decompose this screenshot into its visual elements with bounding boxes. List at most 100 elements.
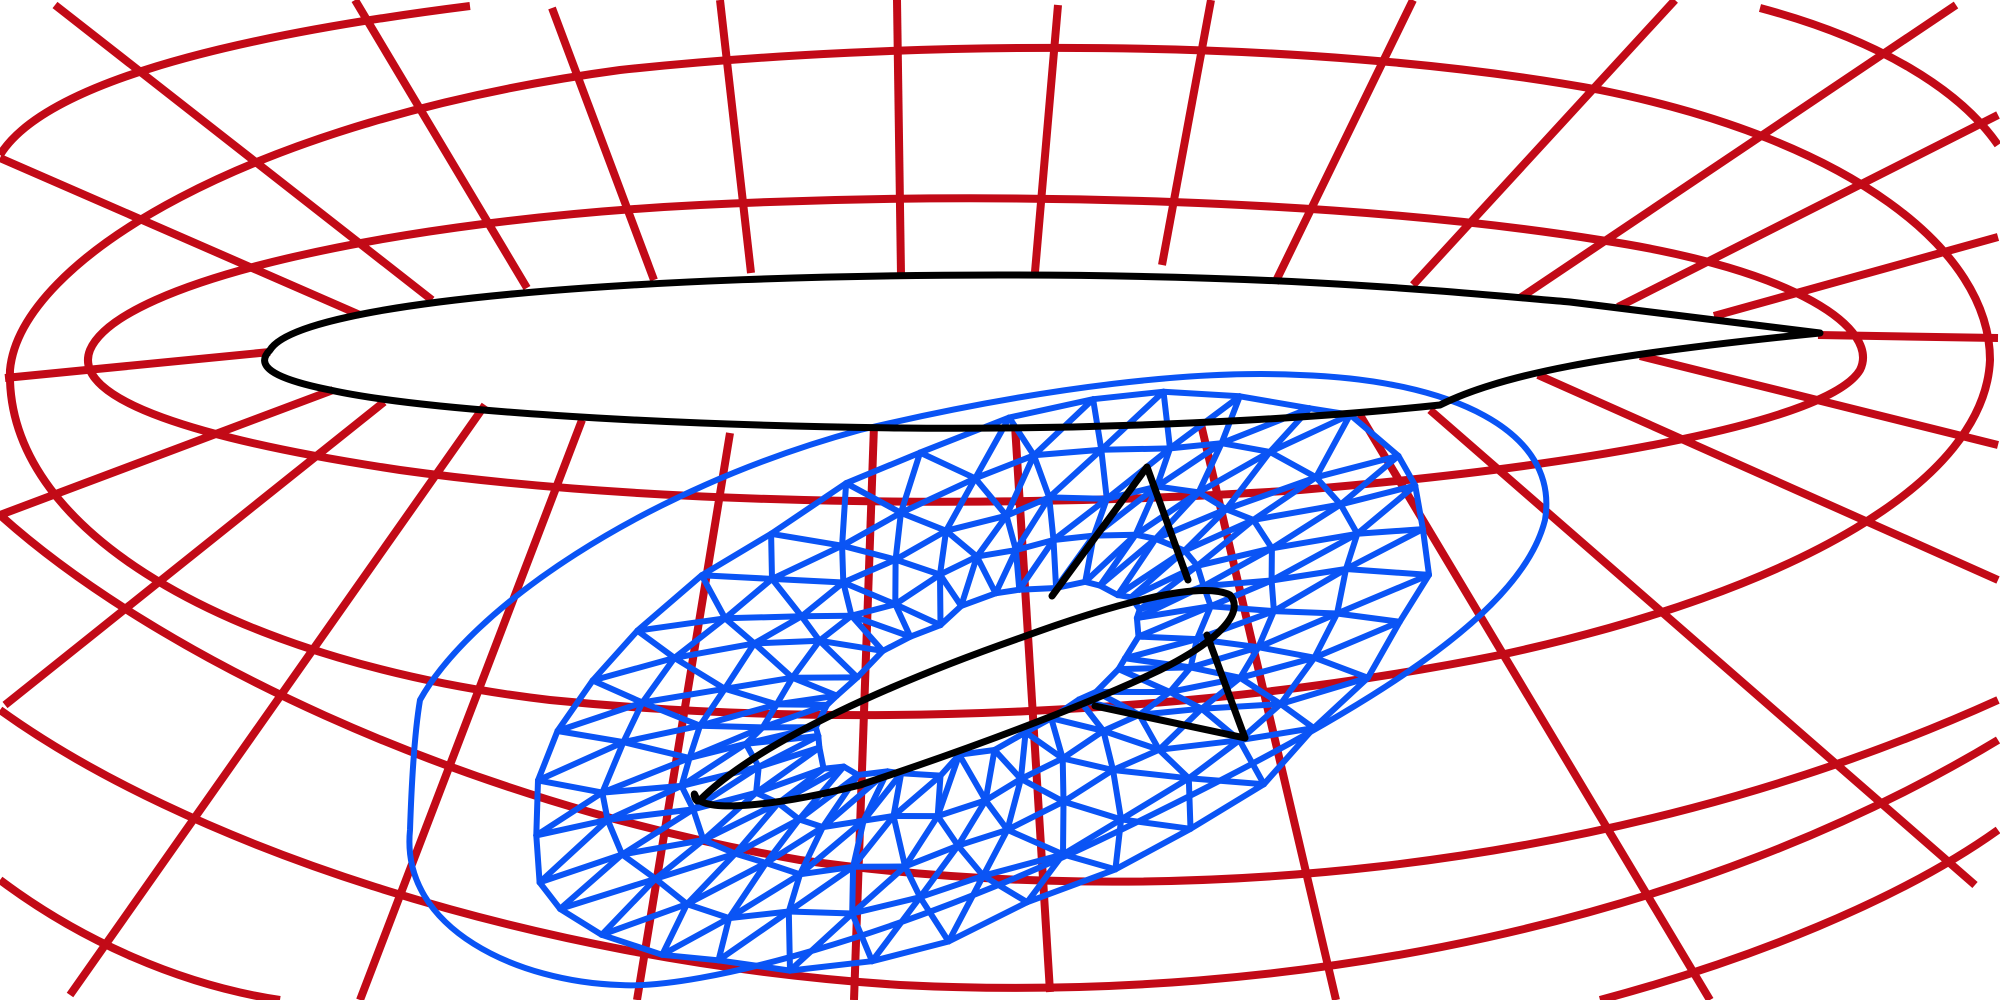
mesh-edge xyxy=(1218,440,1273,455)
grid-spoke xyxy=(356,418,586,1000)
mesh-edge xyxy=(1128,547,1188,601)
mesh-edge xyxy=(1046,446,1105,501)
mesh-edge xyxy=(557,851,626,912)
mesh-edge xyxy=(1167,440,1225,452)
mesh-edge xyxy=(1115,664,1194,673)
mesh-edge xyxy=(917,449,979,482)
mesh-edge xyxy=(1016,585,1060,593)
mesh-edge xyxy=(991,747,1024,782)
mesh-edge xyxy=(697,701,780,729)
mesh-edge xyxy=(1185,775,1194,832)
grid-ring-7 xyxy=(1598,826,2000,1000)
grid-spoke xyxy=(1427,406,1978,889)
mesh-edge xyxy=(1060,798,1125,823)
mesh-edge xyxy=(1136,705,1205,718)
mesh-edge xyxy=(1266,411,1354,455)
mesh-edge xyxy=(1237,644,1262,681)
mesh-edge xyxy=(789,674,840,699)
mesh-edge xyxy=(833,674,861,699)
mesh-edge xyxy=(1343,530,1361,572)
mesh-edge xyxy=(1268,577,1277,615)
mesh-edge xyxy=(604,782,685,823)
mesh-edge xyxy=(934,813,961,849)
mesh-edge xyxy=(1060,767,1116,805)
mesh-edge xyxy=(943,475,979,534)
mesh-edge xyxy=(972,452,1037,482)
mesh-edge xyxy=(849,894,924,917)
mesh-edge xyxy=(773,674,796,708)
mesh-edge xyxy=(686,724,766,761)
mesh-edge xyxy=(785,908,856,917)
mesh-edge xyxy=(785,908,793,974)
mesh-edge xyxy=(769,575,805,620)
mesh-edge xyxy=(619,837,707,858)
mesh-edge xyxy=(1166,664,1194,695)
mesh-edge xyxy=(1152,506,1230,542)
mesh-edge xyxy=(686,722,703,761)
mesh-edge xyxy=(768,530,775,582)
mesh-edge xyxy=(1334,610,1403,625)
mesh-edge xyxy=(1012,537,1057,554)
mesh-edge xyxy=(773,692,840,708)
mesh-edge xyxy=(917,414,1013,456)
mesh-edge xyxy=(715,915,733,964)
mesh-edge xyxy=(955,826,1011,849)
mesh-edge xyxy=(1156,746,1192,782)
mesh-edge xyxy=(898,770,944,779)
mesh-edge xyxy=(797,824,826,878)
mesh-edge xyxy=(1098,388,1167,453)
mesh-edge xyxy=(1337,501,1361,537)
mesh-edge xyxy=(1395,452,1419,489)
mesh-edge xyxy=(1343,566,1432,578)
grid-ring-6 xyxy=(0,876,281,1000)
mesh-edge xyxy=(796,816,826,831)
mesh-edge xyxy=(1059,755,1067,805)
mesh-edge xyxy=(1223,506,1257,523)
mesh-edge xyxy=(848,601,899,619)
mesh-edge xyxy=(797,863,857,878)
mesh-edge xyxy=(1187,664,1244,681)
mesh-edge xyxy=(684,860,769,908)
mesh-edge xyxy=(768,480,850,537)
mesh-edge xyxy=(639,699,703,729)
mesh-edge xyxy=(769,575,847,586)
mesh-edge xyxy=(700,837,739,857)
mesh-edge xyxy=(721,685,780,708)
mesh-edge xyxy=(1185,737,1243,782)
mesh-edge xyxy=(956,747,998,758)
mesh-edge xyxy=(1270,608,1341,617)
grid-ring-3b xyxy=(1758,4,2000,148)
mesh-edge xyxy=(753,763,762,796)
mesh-edge xyxy=(751,637,823,647)
mesh-edge xyxy=(1237,674,1284,707)
mesh-edge xyxy=(937,571,965,609)
mesh-edge xyxy=(634,627,678,661)
mesh-edge xyxy=(902,813,941,870)
mesh-edge xyxy=(1110,767,1125,823)
mesh-edge xyxy=(816,637,886,654)
mesh-edge xyxy=(589,627,641,684)
mesh-edge xyxy=(1048,715,1066,762)
mesh-edge xyxy=(1268,501,1344,552)
mesh-edge xyxy=(982,797,1011,833)
mesh-edge xyxy=(1198,701,1284,712)
mesh-edge xyxy=(1160,388,1173,452)
mesh-edge xyxy=(1004,798,1067,833)
mesh-edge xyxy=(1110,767,1192,782)
mesh-edge xyxy=(839,509,904,549)
mesh-edge xyxy=(1250,474,1319,523)
mesh-edge xyxy=(1050,532,1097,543)
mesh-edge xyxy=(1337,482,1419,508)
mesh-edge xyxy=(840,556,899,586)
mesh-edge xyxy=(1207,603,1277,615)
mesh-edge xyxy=(980,872,1031,906)
mesh-edge xyxy=(721,640,758,692)
mesh-edge xyxy=(751,613,805,647)
boundary-curves xyxy=(261,271,1824,810)
mesh-edge xyxy=(956,751,989,804)
mesh-edge xyxy=(1223,474,1319,513)
mesh-edge xyxy=(1412,482,1426,533)
mesh-edge xyxy=(1136,689,1173,718)
mesh-edge xyxy=(991,729,1029,753)
mesh-edge xyxy=(604,816,626,858)
